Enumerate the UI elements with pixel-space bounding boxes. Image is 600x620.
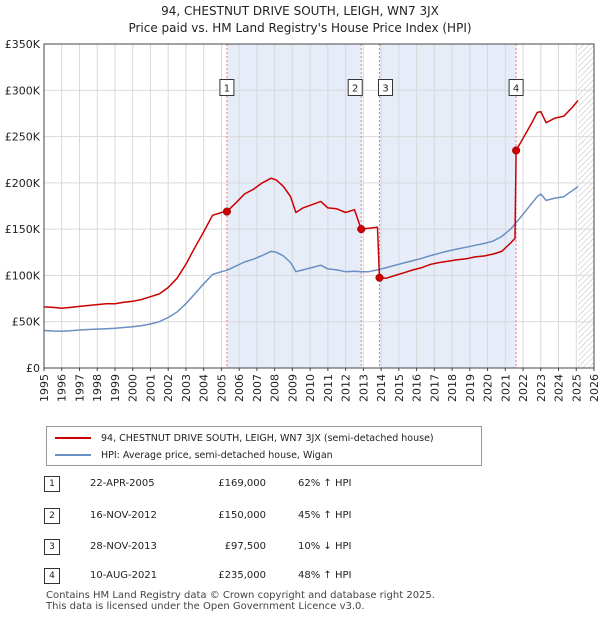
sale-price: £169,000: [218, 478, 266, 489]
sale-number-badge: 4: [44, 568, 60, 584]
x-tick-label: 1996: [56, 374, 69, 402]
table-row: 4 10-AUG-2021 £235,000 48% ↑ HPI: [44, 568, 464, 588]
sale-number-box: [378, 79, 393, 97]
sale-point: [357, 225, 366, 234]
x-tick-label: 1998: [91, 374, 104, 402]
x-tick-label: 2019: [464, 374, 477, 402]
sale-hpi-change: 10% ↓ HPI: [298, 541, 352, 552]
sale-point: [222, 207, 231, 216]
x-tick-label: 2011: [322, 374, 335, 402]
legend-hpi-swatch: [55, 454, 91, 456]
sale-number-box: [219, 79, 235, 97]
sale-number-badge: 1: [44, 476, 60, 492]
x-tick-label: 2008: [269, 374, 282, 402]
legend-item-price: 94, CHESTNUT DRIVE SOUTH, LEIGH, WN7 3JX…: [55, 430, 434, 446]
sale-point: [512, 146, 521, 155]
x-tick-label: 2007: [251, 374, 264, 402]
sale-date: 28-NOV-2013: [90, 541, 157, 552]
y-tick-label: £50K: [12, 316, 41, 329]
table-row: 2 16-NOV-2012 £150,000 45% ↑ HPI: [44, 508, 464, 528]
sale-number-badge: 3: [44, 539, 60, 555]
x-tick-label: 2022: [517, 374, 530, 402]
ownership-shade: [379, 44, 517, 368]
x-tick-label: 2004: [198, 374, 211, 402]
sale-number-box: [508, 79, 524, 97]
y-tick-label: £350K: [5, 38, 41, 51]
legend-hpi-label: HPI: Average price, semi-detached house,…: [101, 449, 333, 461]
x-tick-label: 2013: [357, 374, 370, 402]
sale-hpi-change: 62% ↑ HPI: [298, 478, 352, 489]
legend-price-swatch: [55, 437, 91, 439]
x-tick-label: 2015: [393, 374, 406, 402]
sale-price: £235,000: [218, 570, 266, 581]
y-tick-label: £100K: [5, 269, 41, 282]
y-tick-label: £150K: [5, 223, 41, 236]
sale-date: 22-APR-2005: [90, 478, 155, 489]
footer-copyright: Contains HM Land Registry data © Crown c…: [46, 590, 435, 601]
y-tick-label: £300K: [5, 84, 41, 97]
x-tick-label: 2003: [180, 374, 193, 402]
x-tick-label: 1995: [38, 374, 51, 402]
sale-number-label: 2: [352, 84, 358, 95]
x-tick-label: 2021: [499, 374, 512, 402]
chart-title-line1: 94, CHESTNUT DRIVE SOUTH, LEIGH, WN7 3JX: [161, 4, 439, 18]
x-tick-label: 2005: [215, 374, 228, 402]
x-tick-label: 2025: [570, 374, 583, 402]
x-tick-label: 2001: [144, 374, 157, 402]
x-tick-label: 2012: [340, 374, 353, 402]
sale-point: [375, 273, 384, 282]
sale-number-label: 4: [513, 84, 519, 95]
sale-date: 16-NOV-2012: [90, 510, 157, 521]
plot-frame: [43, 43, 595, 369]
x-tick-label: 2018: [446, 374, 459, 402]
sale-number-label: 1: [224, 84, 230, 95]
y-tick-label: £200K: [5, 177, 41, 190]
price-series-line: [43, 100, 579, 310]
x-tick-label: 2014: [375, 374, 388, 402]
legend-item-hpi: HPI: Average price, semi-detached house,…: [55, 447, 333, 463]
x-tick-label: 1999: [109, 374, 122, 402]
x-tick-label: 2020: [482, 374, 495, 402]
x-tick-label: 2006: [233, 374, 246, 402]
x-tick-label: 2002: [162, 374, 175, 402]
chart-title-line2: Price paid vs. HM Land Registry's House …: [128, 21, 472, 35]
sale-date: 10-AUG-2021: [90, 570, 158, 581]
legend-price-label: 94, CHESTNUT DRIVE SOUTH, LEIGH, WN7 3JX…: [101, 432, 434, 444]
footer: Contains HM Land Registry data © Crown c…: [46, 590, 435, 612]
y-tick-label: £250K: [5, 131, 41, 144]
x-tick-label: 2010: [304, 374, 317, 402]
table-row: 1 22-APR-2005 £169,000 62% ↑ HPI: [44, 476, 464, 496]
sale-price: £150,000: [218, 510, 266, 521]
x-tick-label: 2024: [553, 374, 566, 402]
sale-hpi-change: 48% ↑ HPI: [298, 570, 352, 581]
sale-number-badge: 2: [44, 508, 60, 524]
y-tick-label: £0: [26, 362, 40, 375]
x-tick-label: 2016: [411, 374, 424, 402]
x-tick-label: 2017: [428, 374, 441, 402]
x-tick-label: 2023: [535, 374, 548, 402]
x-tick-label: 2009: [286, 374, 299, 402]
sale-price: £97,500: [224, 541, 266, 552]
x-tick-label: 1997: [73, 374, 86, 402]
sale-hpi-change: 45% ↑ HPI: [298, 510, 352, 521]
sale-number-label: 3: [382, 84, 388, 95]
legend: 94, CHESTNUT DRIVE SOUTH, LEIGH, WN7 3JX…: [46, 426, 482, 466]
sale-number-box: [347, 79, 363, 97]
x-tick-label: 2026: [588, 374, 600, 402]
footer-licence: This data is licensed under the Open Gov…: [46, 601, 365, 612]
forecast-hatch: [578, 44, 594, 368]
hpi-series-line: [43, 185, 579, 332]
table-row: 3 28-NOV-2013 £97,500 10% ↓ HPI: [44, 539, 464, 559]
x-tick-label: 2000: [127, 374, 140, 402]
price-chart: £0 £50K £100K £150K £200K £250K £300K £350K 1995…: [5, 38, 600, 402]
